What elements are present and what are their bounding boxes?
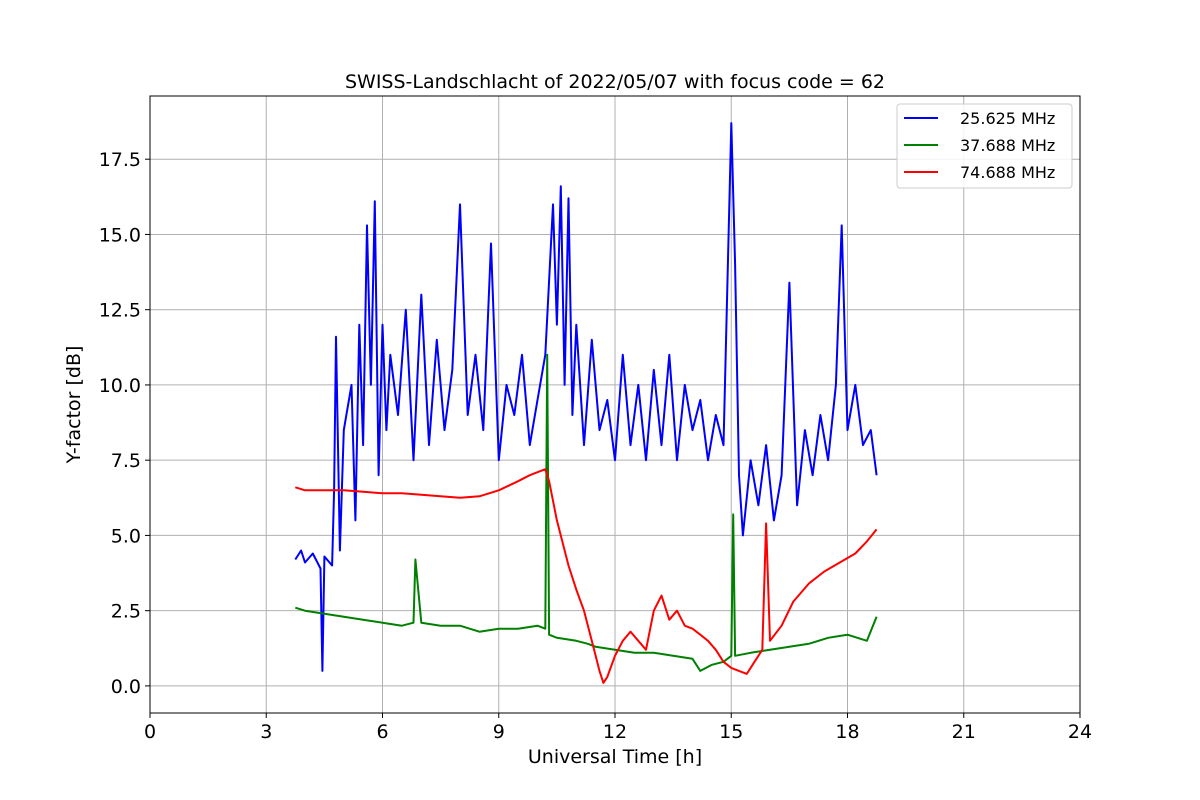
series-line-3 — [295, 468, 878, 684]
x-tick-label: 6 — [376, 721, 388, 743]
legend-box — [896, 103, 1073, 189]
y-tick-label: 7.5 — [111, 450, 141, 472]
y-tick-label: 5.0 — [111, 525, 141, 547]
x-tick-label: 21 — [952, 721, 976, 743]
x-axis-label: Universal Time [h] — [528, 746, 702, 768]
series-line-2 — [295, 353, 878, 672]
legend-label: 74.688 MHz — [960, 163, 1055, 182]
y-tick-label: 12.5 — [99, 300, 141, 322]
x-tick-label: 0 — [144, 721, 156, 743]
y-axis-label: Y-factor [dB] — [63, 346, 85, 465]
x-tick-label: 18 — [835, 721, 859, 743]
y-tick-label: 2.5 — [111, 601, 141, 623]
axis-ticks: 0 3 6 9 12 15 18 21 24 0.0 2.5 5.0 7.5 10.0 12.5 15.0 17… — [99, 149, 1092, 743]
series-line-1 — [294, 122, 878, 672]
x-tick-label: 9 — [493, 721, 505, 743]
legend-label: 37.688 MHz — [960, 136, 1055, 155]
series-lines — [294, 122, 878, 684]
y-tick-label: 10.0 — [99, 375, 141, 397]
chart-title: SWISS-Landschlacht of 2022/05/07 with fo… — [345, 71, 885, 93]
legend-label: 25.625 MHz — [960, 109, 1055, 128]
y-tick-label: 15.0 — [99, 224, 141, 246]
x-tick-label: 3 — [260, 721, 272, 743]
x-tick-label: 15 — [719, 721, 743, 743]
x-tick-label: 12 — [603, 721, 627, 743]
y-tick-label: 0.0 — [111, 676, 141, 698]
legend: 25.625 MHz 37.688 MHz 74.688 MHz — [896, 103, 1073, 189]
x-tick-label: 24 — [1068, 721, 1092, 743]
y-tick-label: 17.5 — [99, 149, 141, 171]
